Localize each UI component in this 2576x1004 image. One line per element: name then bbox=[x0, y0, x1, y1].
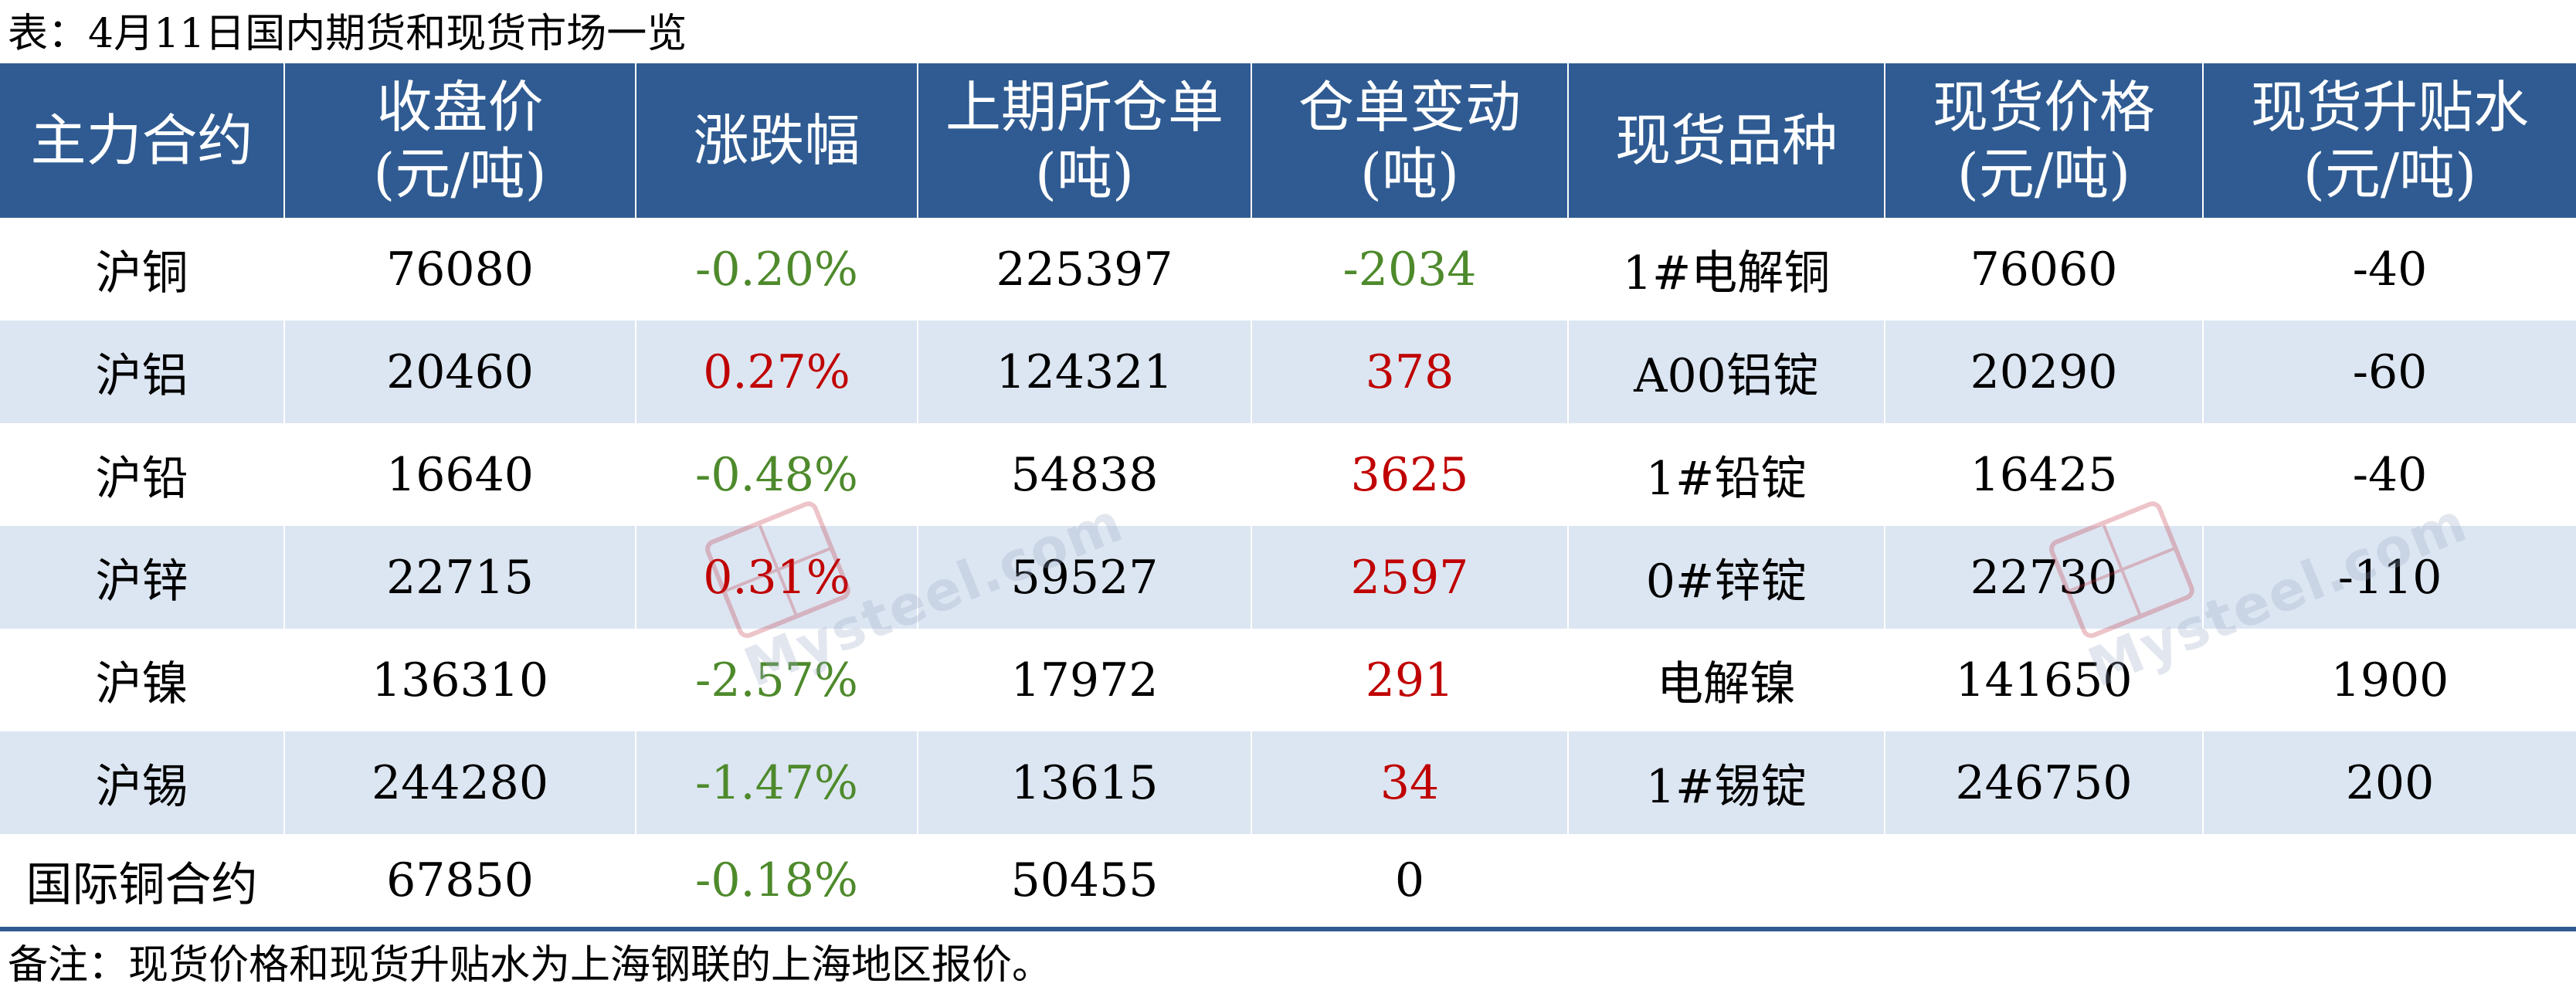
cell-warrant: 124321 bbox=[917, 321, 1251, 423]
cell-spot-price: 76060 bbox=[1884, 218, 2203, 321]
cell-spot-price: 20290 bbox=[1884, 321, 2203, 423]
cell-change: -0.20% bbox=[635, 218, 918, 321]
cell-change: -0.18% bbox=[635, 834, 918, 931]
col-header-contract: 主力合约 bbox=[0, 63, 284, 218]
cell-basis: -60 bbox=[2202, 321, 2576, 423]
cell-spot: 1#铅锭 bbox=[1567, 423, 1885, 526]
col-header-spot: 现货品种 bbox=[1567, 63, 1885, 218]
cell-change: 0.31% bbox=[635, 526, 918, 629]
cell-change: 0.27% bbox=[635, 321, 918, 423]
cell-spot-price: 246750 bbox=[1884, 731, 2203, 834]
cell-spot: A00铝锭 bbox=[1567, 321, 1885, 423]
cell-contract: 沪锡 bbox=[0, 731, 284, 834]
cell-close: 67850 bbox=[283, 834, 636, 931]
cell-warrant-change: 291 bbox=[1251, 629, 1568, 731]
header-row: 主力合约 收盘价 (元/吨) 涨跌幅 上期所仓单 (吨) 仓单变动 (吨) 现货品种 … bbox=[0, 63, 2576, 218]
cell-warrant: 225397 bbox=[917, 218, 1251, 321]
col-header-close: 收盘价 (元/吨) bbox=[283, 63, 636, 218]
table-row: 沪铜 76080 -0.20% 225397 -2034 1#电解铜 76060… bbox=[0, 218, 2576, 321]
cell-contract: 国际铜合约 bbox=[0, 834, 284, 931]
cell-basis: -110 bbox=[2202, 526, 2576, 629]
cell-warrant-change: -2034 bbox=[1251, 218, 1568, 321]
col-header-warrant: 上期所仓单 (吨) bbox=[917, 63, 1251, 218]
cell-close: 22715 bbox=[283, 526, 636, 629]
cell-contract: 沪锌 bbox=[0, 526, 284, 629]
cell-spot: 1#电解铜 bbox=[1567, 218, 1885, 321]
table-row: 沪铅 16640 -0.48% 54838 3625 1#铅锭 16425 -4… bbox=[0, 423, 2576, 526]
cell-spot bbox=[1567, 834, 1885, 931]
table-row: 沪铝 20460 0.27% 124321 378 A00铝锭 20290 -6… bbox=[0, 321, 2576, 423]
cell-close: 244280 bbox=[283, 731, 636, 834]
cell-close: 16640 bbox=[283, 423, 636, 526]
table-row: 国际铜合约 67850 -0.18% 50455 0 bbox=[0, 834, 2576, 931]
cell-spot: 1#锡锭 bbox=[1567, 731, 1885, 834]
table-row: 沪锌 22715 0.31% 59527 2597 0#锌锭 22730 -11… bbox=[0, 526, 2576, 629]
cell-basis: 200 bbox=[2202, 731, 2576, 834]
cell-close: 20460 bbox=[283, 321, 636, 423]
cell-spot: 电解镍 bbox=[1567, 629, 1885, 731]
cell-warrant: 59527 bbox=[917, 526, 1251, 629]
cell-warrant-change: 2597 bbox=[1251, 526, 1568, 629]
cell-change: -2.57% bbox=[635, 629, 918, 731]
cell-basis: 1900 bbox=[2202, 629, 2576, 731]
cell-contract: 沪镍 bbox=[0, 629, 284, 731]
cell-close: 136310 bbox=[283, 629, 636, 731]
cell-spot: 0#锌锭 bbox=[1567, 526, 1885, 629]
table-row: 沪镍 136310 -2.57% 17972 291 电解镍 141650 19… bbox=[0, 629, 2576, 731]
cell-warrant: 54838 bbox=[917, 423, 1251, 526]
cell-warrant: 50455 bbox=[917, 834, 1251, 931]
cell-warrant-change: 0 bbox=[1251, 834, 1568, 931]
table-row: 沪锡 244280 -1.47% 13615 34 1#锡锭 246750 20… bbox=[0, 731, 2576, 834]
cell-warrant: 17972 bbox=[917, 629, 1251, 731]
cell-warrant: 13615 bbox=[917, 731, 1251, 834]
cell-contract: 沪铜 bbox=[0, 218, 284, 321]
col-header-warrant-change: 仓单变动 (吨) bbox=[1251, 63, 1568, 218]
cell-spot-price: 141650 bbox=[1884, 629, 2203, 731]
cell-close: 76080 bbox=[283, 218, 636, 321]
table-note: 备注：现货价格和现货升贴水为上海钢联的上海地区报价。 bbox=[8, 942, 1053, 989]
cell-change: -1.47% bbox=[635, 731, 918, 834]
cell-change: -0.48% bbox=[635, 423, 918, 526]
col-header-change: 涨跌幅 bbox=[635, 63, 918, 218]
col-header-spot-price: 现货价格 (元/吨) bbox=[1884, 63, 2203, 218]
market-table: 主力合约 收盘价 (元/吨) 涨跌幅 上期所仓单 (吨) 仓单变动 (吨) 现货品种 … bbox=[0, 63, 2576, 931]
cell-contract: 沪铅 bbox=[0, 423, 284, 526]
cell-spot-price: 22730 bbox=[1884, 526, 2203, 629]
table-caption: 表：4月11日国内期货和现货市场一览 bbox=[8, 11, 687, 57]
cell-basis bbox=[2202, 834, 2576, 931]
col-header-basis: 现货升贴水 (元/吨) bbox=[2202, 63, 2576, 218]
cell-spot-price bbox=[1884, 834, 2203, 931]
cell-basis: -40 bbox=[2202, 423, 2576, 526]
cell-warrant-change: 34 bbox=[1251, 731, 1568, 834]
cell-spot-price: 16425 bbox=[1884, 423, 2203, 526]
cell-warrant-change: 3625 bbox=[1251, 423, 1568, 526]
cell-contract: 沪铝 bbox=[0, 321, 284, 423]
cell-warrant-change: 378 bbox=[1251, 321, 1568, 423]
cell-basis: -40 bbox=[2202, 218, 2576, 321]
